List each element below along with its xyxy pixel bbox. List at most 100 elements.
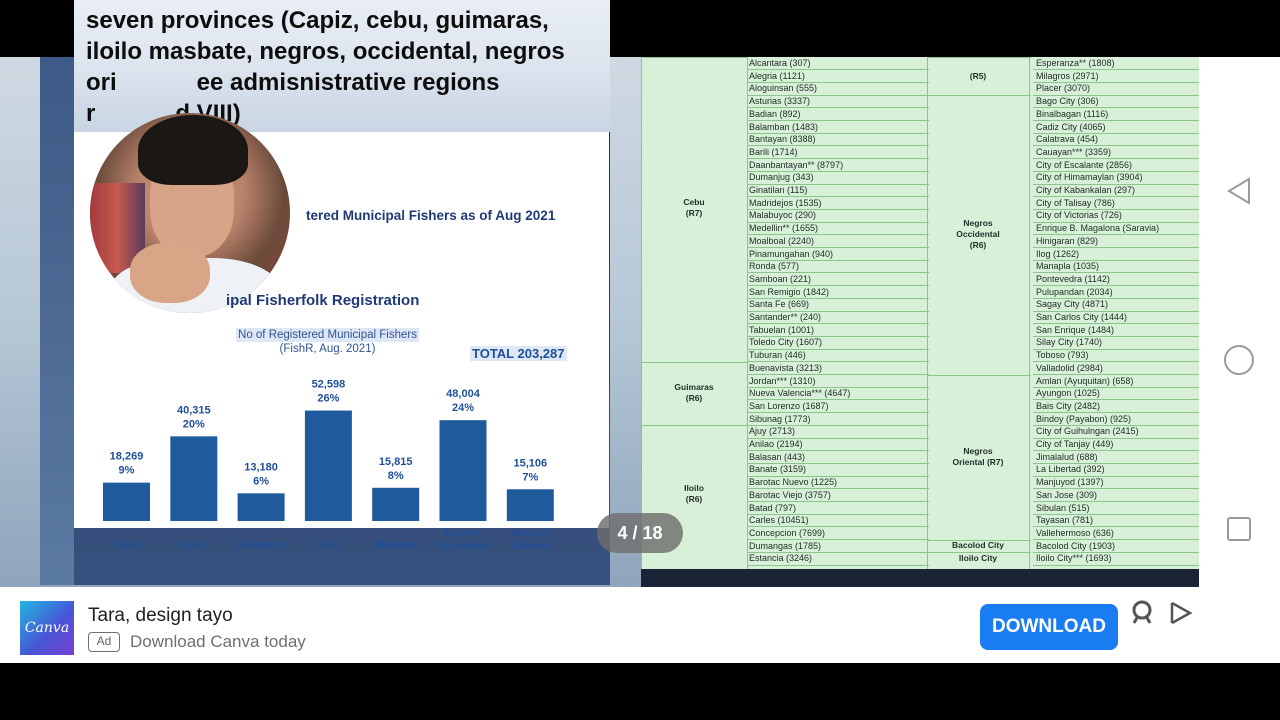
- table-cell: Madridejos (1535): [749, 197, 822, 208]
- table-cell: Sibulan (515): [1036, 502, 1090, 513]
- table-row-line: [747, 424, 929, 426]
- circle-home-icon[interactable]: [1219, 340, 1259, 380]
- table-row-line: [1033, 501, 1199, 502]
- chart-category-label: Oriental: [510, 540, 550, 552]
- chart-category-label: Guimaras: [237, 539, 286, 551]
- table-row-line: [747, 285, 929, 287]
- table-row-line: [1033, 424, 1199, 426]
- table-cell: San Remigio (1842): [749, 286, 830, 297]
- ad-info-icon[interactable]: [1128, 599, 1156, 627]
- table-group-line: [927, 57, 1031, 58]
- table-cell: City of Guihulngan (2415): [1036, 426, 1139, 437]
- table-row-line: [1033, 526, 1199, 528]
- table-row-line: [747, 513, 929, 515]
- table-row-line: [747, 361, 929, 363]
- square-recents-icon[interactable]: [1219, 509, 1259, 549]
- table-cell: Bantayan (8388): [749, 134, 816, 145]
- table-row-line: [747, 323, 929, 325]
- table-row-line: [747, 132, 929, 134]
- table-row-line: [1033, 475, 1199, 477]
- table-row-line: [747, 551, 929, 553]
- chart-percent-label: 26%: [317, 393, 339, 405]
- table-row-line: [1033, 145, 1199, 147]
- table-row-line: [1033, 208, 1199, 210]
- table-cell: Samboan (221): [749, 273, 812, 284]
- table-cell: Tayasan (781): [1036, 515, 1094, 526]
- table-row-line: [747, 374, 929, 375]
- table-cell: Jordan*** (1310): [749, 375, 816, 386]
- table-row-line: [747, 170, 929, 172]
- table-group-text: (R7): [685, 208, 703, 219]
- table-group-line: [641, 57, 747, 58]
- table-row-line: [747, 412, 929, 414]
- table-row-line: [747, 437, 929, 439]
- chart-caption-line1: No of Registered Municipal Fishers: [236, 328, 419, 342]
- table-cell: Carles (10451): [749, 515, 809, 526]
- table-cell: Ronda (577): [749, 261, 800, 272]
- chart-category-label: Iloilo: [316, 539, 341, 551]
- table-cell: Balamban (1483): [749, 121, 819, 132]
- table-cell: Barotac Viejo (3757): [749, 489, 831, 500]
- chart-percent-label: 6%: [253, 475, 269, 487]
- table-row-line: [1033, 488, 1199, 490]
- table-group-text: (R6): [969, 240, 987, 251]
- table-row-line: [1033, 564, 1199, 566]
- table-column-line: [747, 57, 748, 569]
- chart-bar: [170, 436, 218, 521]
- chart-value-label: 15,106: [513, 457, 547, 469]
- table-row-line: [1033, 348, 1199, 350]
- ad-banner[interactable]: Canva Tara, design tayo Ad Download Canv…: [0, 587, 1199, 663]
- table-row-line: [1033, 437, 1199, 439]
- chart-bar: [103, 482, 150, 521]
- table-row-line: [747, 335, 929, 337]
- table-cell: Aloguinsan (555): [749, 83, 818, 94]
- table-cell: San Enrique (1484): [1036, 324, 1115, 335]
- table-cell: Alcantara (307): [749, 58, 811, 68]
- table-row-line: [1033, 399, 1199, 401]
- table-cell: Esperanza** (1808): [1036, 58, 1115, 68]
- download-button[interactable]: DOWNLOAD: [980, 604, 1118, 650]
- table-cell: Balasan (443): [749, 451, 806, 462]
- table-cell: Santander** (240): [749, 312, 822, 322]
- table-cell: Badian (892): [749, 108, 801, 119]
- chart-category-label: Occidental: [436, 540, 490, 552]
- chart-heading: tered Municipal Fishers as of Aug 2021: [306, 208, 556, 223]
- table-cell: Milagros (2971): [1036, 70, 1099, 81]
- table-cell: San Lorenzo (1687): [749, 400, 829, 411]
- table-cell: Bindoy (Payabon) (925): [1036, 413, 1132, 424]
- chart-value-label: 15,815: [379, 456, 413, 468]
- triangle-back-icon[interactable]: [1219, 171, 1259, 211]
- table-row-line: [1033, 81, 1199, 83]
- chart-value-label: 40,315: [177, 404, 211, 416]
- ad-close-icon[interactable]: [1166, 599, 1194, 627]
- table-group-line: [641, 425, 747, 427]
- table-row-line: [747, 221, 929, 223]
- table-cell: Enrique B. Magalona (Saravia): [1036, 223, 1160, 234]
- chart-total: TOTAL 203,287: [470, 346, 567, 361]
- table-row-line: [747, 526, 929, 528]
- table-cell: Tuburan (446): [749, 350, 806, 361]
- chart-caption: No of Registered Municipal Fishers (Fish…: [205, 328, 450, 356]
- table-cell: Pulupandan (2034): [1036, 286, 1113, 297]
- bottom-black-bar: [0, 663, 1280, 720]
- table-cell: City of Tanjay (449): [1036, 439, 1114, 449]
- table-cell: San Carlos City (1444): [1036, 312, 1128, 322]
- table-row-line: [1033, 196, 1199, 198]
- table-cell: Vallehermoso (636): [1036, 527, 1114, 538]
- table-row-line: [1033, 462, 1199, 464]
- table-group-label: Negros Oriental (R7): [929, 446, 1027, 468]
- table-row-line: [747, 208, 929, 210]
- chart-percent-label: 8%: [388, 470, 404, 482]
- ad-title[interactable]: Tara, design tayo: [88, 605, 233, 626]
- table-group-text: Guimaras: [674, 381, 714, 392]
- ad-badge: Ad: [88, 632, 120, 652]
- chart-category-label: Masbate: [375, 539, 417, 551]
- table-cell: Amlan (Ayuquitan) (658): [1036, 375, 1134, 386]
- table-row-line: [747, 81, 929, 83]
- table-row-line: [1033, 310, 1199, 312]
- table-row-line: [1033, 259, 1199, 261]
- table-cell: Bais City (2482): [1036, 400, 1101, 411]
- table-group-line: [641, 361, 747, 363]
- table-cell: Silay City (1740): [1036, 337, 1103, 348]
- table-row-line: [1033, 374, 1199, 375]
